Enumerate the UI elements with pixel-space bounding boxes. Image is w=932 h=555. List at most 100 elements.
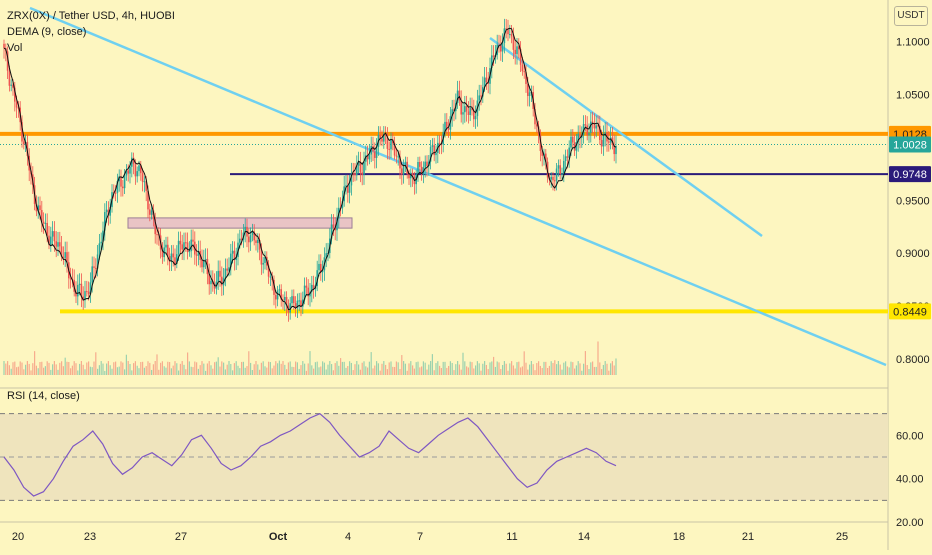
volume-bar xyxy=(136,365,138,375)
candle-body xyxy=(168,256,171,261)
volume-bar xyxy=(489,362,491,375)
volume-bar xyxy=(241,361,243,375)
candle-body xyxy=(370,145,372,155)
candle-body xyxy=(249,235,252,243)
candle-body xyxy=(462,112,464,115)
volume-bar xyxy=(534,370,536,375)
candle-body xyxy=(276,290,279,300)
candle-body xyxy=(284,296,286,301)
volume-bar xyxy=(498,362,500,375)
candle-body xyxy=(118,176,120,182)
candle-body xyxy=(264,256,266,263)
volume-bar xyxy=(593,366,595,375)
dema-legend[interactable]: DEMA (9, close) xyxy=(7,26,87,38)
candle-body xyxy=(26,141,29,156)
candle-body xyxy=(458,90,461,101)
candle-body xyxy=(185,242,187,244)
volume-bar xyxy=(165,367,167,375)
candle-body xyxy=(356,165,358,176)
volume-bar xyxy=(464,361,466,375)
volume-bar xyxy=(512,365,514,375)
time-tick-label: 23 xyxy=(84,531,96,543)
volume-bar xyxy=(500,369,502,375)
volume-bar xyxy=(408,363,410,375)
candle-body xyxy=(318,263,320,271)
volume-bar xyxy=(179,363,181,375)
rsi-line xyxy=(3,412,617,497)
volume-bar xyxy=(160,362,162,375)
rsi-legend[interactable]: RSI (14, close) xyxy=(7,390,80,402)
candle-body xyxy=(602,135,605,147)
currency-button[interactable]: USDT xyxy=(894,6,928,26)
volume-bar xyxy=(127,361,129,375)
volume-legend[interactable]: Vol xyxy=(7,42,23,54)
volume-bar xyxy=(385,364,387,375)
volume-bar xyxy=(588,369,590,375)
candle-body xyxy=(320,263,322,273)
candle-body xyxy=(123,175,126,189)
volume-bar xyxy=(435,363,437,375)
candle-body xyxy=(509,33,511,35)
candle-body xyxy=(424,161,426,168)
volume-bar xyxy=(359,369,361,375)
volume-bar xyxy=(448,365,450,375)
volume-bar xyxy=(237,365,239,375)
volume-bar xyxy=(484,361,486,375)
volume-bar xyxy=(455,364,457,375)
candle-body xyxy=(523,71,525,73)
volume-bar xyxy=(35,365,37,375)
volume-bar xyxy=(91,367,93,375)
volume-bar xyxy=(502,365,504,375)
volume-bar xyxy=(125,354,127,375)
volume-bar xyxy=(352,370,354,375)
volume-bar xyxy=(214,362,216,375)
candle-body xyxy=(500,45,502,52)
volume-bar xyxy=(529,364,531,375)
price-label-box xyxy=(889,136,931,153)
volume-bar xyxy=(577,361,579,375)
volume-bar xyxy=(386,369,388,375)
candle-body xyxy=(469,108,471,115)
volume-bar xyxy=(340,358,342,375)
time-tick-label: 21 xyxy=(742,531,754,543)
candle-body xyxy=(615,146,617,155)
volume-bar xyxy=(77,370,79,375)
candle-body xyxy=(269,276,272,278)
candle-body xyxy=(91,266,93,283)
volume-bar xyxy=(253,364,255,375)
volume-bar xyxy=(422,361,424,375)
candle-body xyxy=(15,101,18,108)
candle-body xyxy=(233,250,236,260)
volume-bar xyxy=(539,365,541,375)
candle-body xyxy=(291,296,293,304)
candle-body xyxy=(559,165,561,175)
volume-bar xyxy=(21,362,23,375)
volume-bar xyxy=(412,365,414,375)
volume-bar xyxy=(73,361,75,375)
volume-bar xyxy=(44,366,46,375)
volume-bar xyxy=(392,366,394,375)
candle-body xyxy=(240,238,243,240)
volume-bar xyxy=(152,364,154,375)
volume-bar xyxy=(295,361,297,375)
volume-bar xyxy=(520,367,522,375)
symbol-title[interactable]: ZRX(0X) / Tether USD, 4h, HUOBI xyxy=(7,10,175,22)
volume-bar xyxy=(282,361,284,375)
volume-bar xyxy=(75,363,77,375)
time-tick-label: 27 xyxy=(175,531,187,543)
volume-bar xyxy=(284,364,286,375)
volume-bar xyxy=(210,365,212,375)
volume-bar xyxy=(336,361,338,375)
volume-bar xyxy=(581,370,583,375)
volume-bar xyxy=(442,361,444,375)
candle-body xyxy=(201,259,203,268)
volume-bar xyxy=(12,362,14,375)
candle-body xyxy=(39,205,41,210)
candle-body xyxy=(512,36,515,50)
volume-bar xyxy=(354,364,356,375)
volume-bar xyxy=(242,361,244,375)
candle-body xyxy=(174,257,176,264)
candle-body xyxy=(330,224,333,239)
